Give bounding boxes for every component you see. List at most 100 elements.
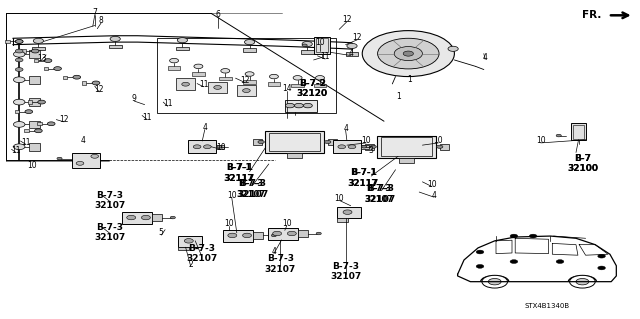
Circle shape bbox=[302, 44, 307, 47]
Text: STX4B1340B: STX4B1340B bbox=[525, 303, 570, 309]
Circle shape bbox=[476, 250, 484, 254]
Circle shape bbox=[529, 234, 537, 238]
Text: FR.: FR. bbox=[582, 10, 602, 20]
Circle shape bbox=[576, 278, 589, 285]
Bar bbox=[268, 228, 298, 240]
Text: 3: 3 bbox=[369, 146, 374, 155]
Text: B-7-3
32107: B-7-3 32107 bbox=[236, 179, 266, 198]
Text: 11: 11 bbox=[199, 80, 208, 89]
Circle shape bbox=[15, 68, 23, 71]
Circle shape bbox=[598, 254, 605, 258]
Circle shape bbox=[362, 31, 454, 77]
Bar bbox=[152, 214, 162, 221]
Circle shape bbox=[244, 40, 255, 45]
Bar bbox=[328, 139, 337, 145]
Circle shape bbox=[182, 82, 189, 86]
Bar bbox=[377, 136, 436, 158]
Text: 10: 10 bbox=[427, 180, 437, 189]
Circle shape bbox=[13, 77, 25, 83]
Circle shape bbox=[362, 145, 367, 148]
Circle shape bbox=[403, 51, 413, 56]
Bar bbox=[381, 137, 432, 156]
Text: 12: 12 bbox=[342, 15, 351, 24]
Circle shape bbox=[13, 51, 25, 57]
Text: 11: 11 bbox=[163, 100, 172, 108]
Circle shape bbox=[31, 49, 39, 53]
Circle shape bbox=[316, 232, 321, 235]
Circle shape bbox=[287, 231, 296, 236]
Text: 4: 4 bbox=[202, 123, 207, 132]
Text: 1: 1 bbox=[396, 92, 401, 101]
Text: 11: 11 bbox=[143, 113, 152, 122]
Circle shape bbox=[73, 75, 81, 79]
Bar bbox=[34, 59, 38, 62]
Bar bbox=[361, 145, 369, 149]
Text: 6: 6 bbox=[215, 11, 220, 19]
Bar bbox=[219, 77, 232, 80]
Bar bbox=[29, 143, 40, 151]
Bar bbox=[168, 66, 180, 70]
Bar bbox=[82, 81, 86, 85]
Circle shape bbox=[127, 215, 136, 220]
Text: 12: 12 bbox=[240, 76, 249, 85]
Bar bbox=[157, 38, 336, 113]
Circle shape bbox=[13, 122, 25, 127]
Circle shape bbox=[370, 145, 376, 148]
Text: B-7-3
32107: B-7-3 32107 bbox=[237, 179, 268, 198]
Bar bbox=[285, 100, 317, 112]
Circle shape bbox=[35, 129, 42, 133]
Text: 4: 4 bbox=[81, 137, 86, 145]
Text: B-7-3
32107: B-7-3 32107 bbox=[364, 184, 394, 204]
Bar bbox=[291, 84, 304, 87]
Circle shape bbox=[347, 43, 357, 48]
Circle shape bbox=[285, 103, 294, 108]
Text: 12: 12 bbox=[60, 115, 68, 124]
Circle shape bbox=[38, 100, 45, 104]
Text: B-7-3
32107: B-7-3 32107 bbox=[365, 184, 396, 204]
Bar bbox=[571, 123, 586, 140]
Bar bbox=[337, 207, 361, 218]
Text: 11: 11 bbox=[12, 146, 20, 155]
Circle shape bbox=[243, 233, 252, 238]
Bar bbox=[109, 45, 122, 48]
Bar bbox=[29, 50, 40, 58]
Circle shape bbox=[378, 38, 439, 69]
Circle shape bbox=[221, 69, 230, 73]
Circle shape bbox=[194, 64, 203, 69]
Circle shape bbox=[476, 264, 484, 268]
Bar bbox=[28, 100, 32, 104]
Circle shape bbox=[141, 215, 150, 220]
Text: B-7
32100: B-7 32100 bbox=[567, 154, 598, 173]
Circle shape bbox=[348, 145, 356, 149]
Text: 4: 4 bbox=[431, 191, 436, 200]
Bar bbox=[29, 76, 40, 84]
Circle shape bbox=[243, 89, 250, 93]
Bar bbox=[301, 50, 314, 54]
Text: 5: 5 bbox=[159, 228, 164, 237]
Circle shape bbox=[324, 140, 331, 144]
Bar bbox=[333, 140, 361, 153]
Text: 10: 10 bbox=[216, 143, 226, 152]
Bar bbox=[440, 144, 449, 150]
Text: 14: 14 bbox=[282, 84, 292, 93]
Circle shape bbox=[170, 216, 175, 219]
Circle shape bbox=[92, 81, 100, 85]
Bar bbox=[176, 78, 195, 90]
Circle shape bbox=[110, 36, 120, 41]
Bar bbox=[188, 140, 216, 153]
Text: 10: 10 bbox=[361, 137, 371, 145]
Bar bbox=[32, 47, 45, 50]
Bar bbox=[298, 230, 308, 237]
Bar bbox=[253, 139, 262, 145]
Text: B-7
32100: B-7 32100 bbox=[567, 154, 598, 173]
Circle shape bbox=[303, 103, 312, 108]
Circle shape bbox=[482, 275, 508, 288]
Circle shape bbox=[25, 110, 33, 114]
Bar bbox=[44, 67, 48, 70]
Text: 10: 10 bbox=[227, 191, 237, 200]
Circle shape bbox=[598, 266, 605, 270]
Bar bbox=[192, 72, 205, 76]
Bar bbox=[346, 52, 358, 56]
Text: 10: 10 bbox=[536, 137, 546, 145]
Bar bbox=[24, 129, 29, 132]
